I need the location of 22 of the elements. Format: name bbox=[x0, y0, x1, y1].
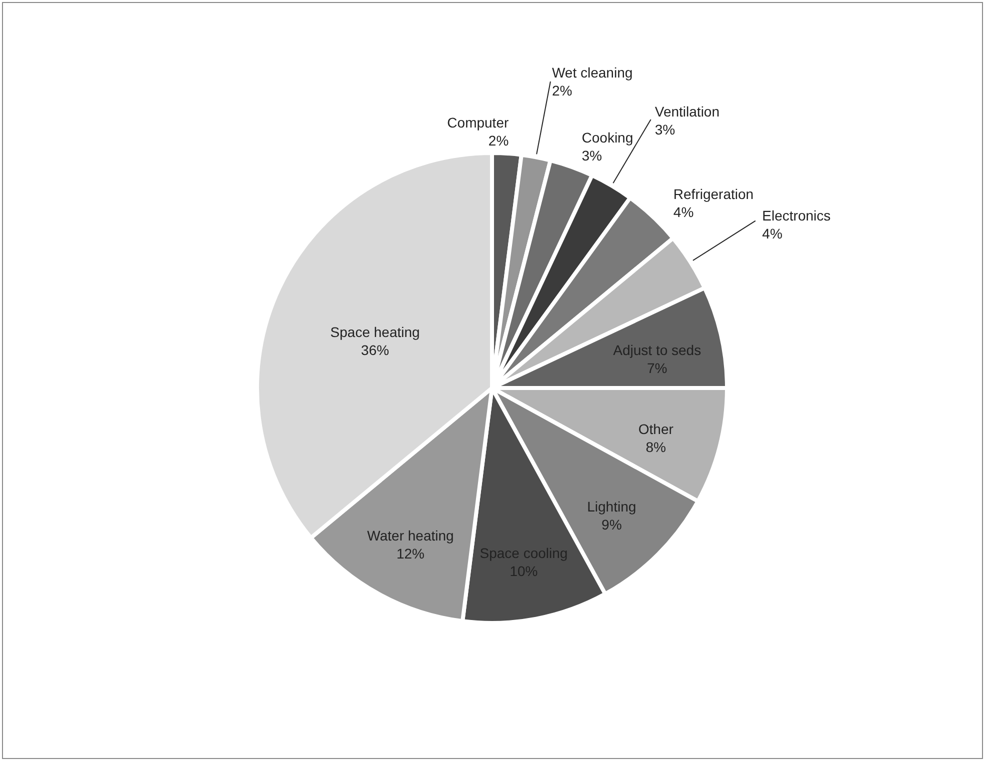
slice-label: Adjust to seds bbox=[613, 342, 702, 358]
data-label: 2% bbox=[552, 82, 572, 99]
data-label: 4% bbox=[762, 226, 782, 242]
slice-label: Electronics bbox=[762, 208, 831, 224]
data-label: 7% bbox=[647, 360, 668, 376]
data-label: 8% bbox=[646, 439, 666, 456]
data-label: 3% bbox=[582, 148, 602, 164]
slice-label: Lighting bbox=[587, 498, 636, 515]
slice-label: Other bbox=[638, 421, 674, 438]
slice-label: Refrigeration bbox=[673, 186, 754, 202]
data-label: 36% bbox=[361, 342, 390, 358]
slice-label: Ventilation bbox=[654, 104, 720, 120]
data-label: 2% bbox=[488, 132, 509, 149]
data-label: 3% bbox=[654, 122, 676, 138]
slice-label: Cooking bbox=[582, 130, 634, 146]
slice-label: Water heating bbox=[367, 527, 454, 544]
data-label: 12% bbox=[396, 545, 425, 562]
data-label: 4% bbox=[673, 204, 694, 220]
slice-label: Wet cleaning bbox=[552, 64, 633, 81]
slice-label: Computer bbox=[447, 114, 509, 131]
data-label: 9% bbox=[602, 516, 622, 533]
slice-label: Space heating bbox=[330, 324, 420, 340]
